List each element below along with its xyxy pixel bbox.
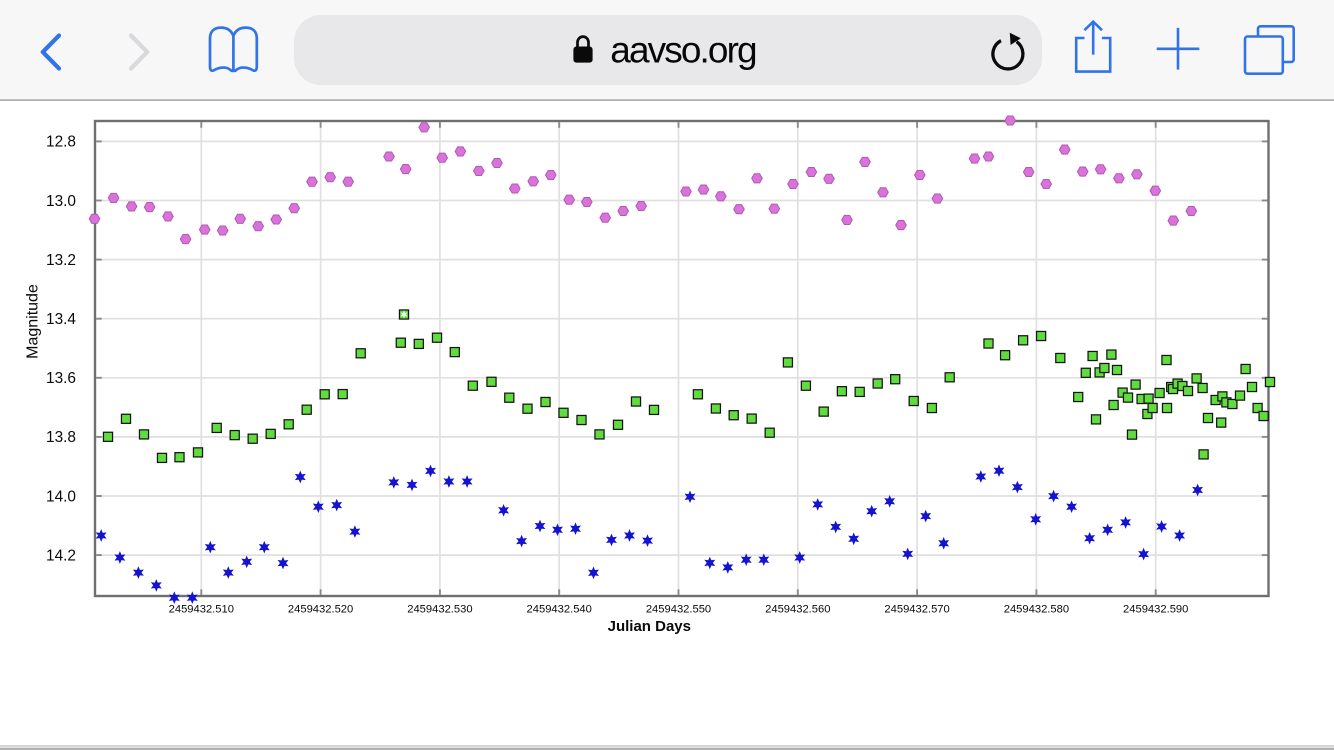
svg-text:2459432.550: 2459432.550 <box>646 604 711 616</box>
svg-text:2459432.530: 2459432.530 <box>407 604 472 616</box>
svg-text:2459432.570: 2459432.570 <box>884 604 949 616</box>
svg-text:2459432.590: 2459432.590 <box>1123 604 1188 616</box>
svg-text:aavso.org: aavso.org <box>610 29 756 70</box>
svg-text:2459432.580: 2459432.580 <box>1004 604 1069 616</box>
svg-text:13.6: 13.6 <box>46 370 76 387</box>
svg-text:14.2: 14.2 <box>46 547 76 564</box>
svg-text:2459432.520: 2459432.520 <box>288 604 353 616</box>
svg-text:2459432.560: 2459432.560 <box>765 604 830 616</box>
svg-text:13.2: 13.2 <box>46 252 76 269</box>
svg-text:13.0: 13.0 <box>46 193 76 210</box>
svg-text:13.4: 13.4 <box>46 311 76 328</box>
svg-text:Julian Days: Julian Days <box>608 618 691 635</box>
svg-text:2459432.510: 2459432.510 <box>169 604 234 616</box>
svg-text:Magnitude: Magnitude <box>24 284 41 359</box>
svg-text:12.8: 12.8 <box>46 134 76 151</box>
svg-text:2459432.540: 2459432.540 <box>527 604 592 616</box>
svg-text:14.0: 14.0 <box>46 488 76 505</box>
svg-text:13.8: 13.8 <box>46 429 76 446</box>
